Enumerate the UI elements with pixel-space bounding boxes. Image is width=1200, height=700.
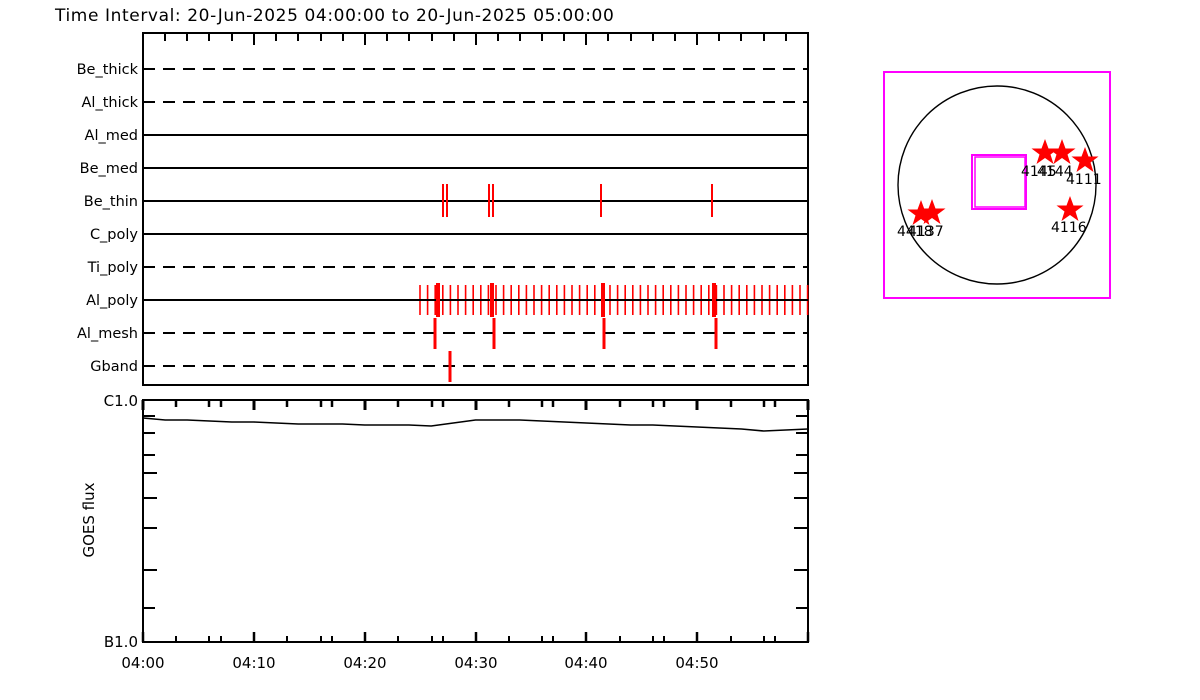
ar-star-4144: [1048, 139, 1076, 164]
row-label-al-thick: Al_thick: [82, 95, 139, 111]
flux-left-minor-ticks: [143, 415, 157, 609]
timeline-row-be-med: Be_med: [80, 161, 808, 177]
sun-panel-frame: [883, 71, 1111, 299]
ar-star-4111: [1071, 147, 1099, 172]
xtick-label-5: 04:50: [675, 654, 718, 672]
flux-xtick-labels: 04:00 04:10 04:20 04:30 04:40 04:50: [121, 654, 718, 672]
timeline-row-al-poly: Al_poly: [86, 283, 809, 317]
active-region-markers: [907, 139, 1099, 225]
flux-panel-frame: [142, 399, 809, 643]
xtick-label-4: 04:40: [564, 654, 607, 672]
ar-label-4418: 4418: [897, 224, 933, 240]
flux-top-label: C1.0: [104, 392, 138, 410]
ar-star-4116: [1056, 196, 1084, 221]
row-label-be-med: Be_med: [80, 161, 138, 177]
event-marks-al-poly-bold: [436, 283, 716, 317]
solar-disk-panel: 4145 4144 4111 4116 4418 4137: [883, 71, 1111, 299]
flux-bottom-label: B1.0: [104, 633, 138, 651]
page-title: Time Interval: 20-Jun-2025 04:00:00 to 2…: [54, 6, 614, 26]
xtick-label-2: 04:20: [343, 654, 386, 672]
xtick-label-3: 04:30: [454, 654, 497, 672]
ar-star-4137: [918, 199, 946, 224]
flux-axis-title: GOES flux: [80, 482, 98, 557]
ar-star-4418: [907, 200, 935, 225]
active-region-labels: 4145 4144 4111 4116 4418 4137: [897, 164, 1102, 240]
row-label-gband: Gband: [90, 359, 138, 375]
solar-limb-circle: [897, 85, 1097, 285]
row-label-al-mesh: Al_mesh: [77, 326, 138, 342]
fov-box-inner: [974, 156, 1026, 208]
goes-flux-curve: [142, 417, 809, 432]
row-label-c-poly: C_poly: [90, 227, 138, 243]
row-label-ti-poly: Ti_poly: [87, 260, 139, 276]
row-label-be-thin: Be_thin: [84, 194, 138, 210]
timeline-row-be-thin: Be_thin: [84, 184, 808, 217]
timeline-row-al-thick: Al_thick: [82, 95, 808, 111]
goes-flux-panel: GOES flux C1.0 B1.0: [80, 392, 810, 672]
flux-bottom-ticks: [141, 632, 810, 642]
ar-label-4144: 4144: [1037, 164, 1073, 180]
timeline-row-al-mesh: Al_mesh: [77, 318, 808, 349]
event-marks-be-thin: [442, 184, 713, 217]
ar-star-4145: [1031, 139, 1059, 164]
row-label-be-thick: Be_thick: [77, 62, 139, 78]
xtick-label-1: 04:10: [232, 654, 275, 672]
timeline-row-be-thick: Be_thick: [77, 62, 808, 78]
flux-right-minor-ticks: [794, 415, 808, 609]
flux-bottom-minor-ticks: [175, 636, 776, 642]
timeline-row-c-poly: C_poly: [90, 227, 808, 243]
fov-box-outer: [971, 154, 1027, 210]
ar-label-4111: 4111: [1066, 172, 1102, 188]
timeline-top-ticks: [142, 33, 809, 45]
timeline-row-gband: Gband: [90, 351, 808, 382]
row-label-al-med: Al_med: [85, 128, 138, 144]
ar-label-4116: 4116: [1051, 220, 1087, 236]
row-label-al-poly: Al_poly: [86, 293, 138, 309]
timeline-row-al-med: Al_med: [85, 128, 808, 144]
event-marks-al-mesh: [433, 318, 718, 349]
xtick-label-0: 04:00: [121, 654, 164, 672]
flux-top-minor-ticks: [174, 400, 777, 407]
ar-label-4137: 4137: [908, 224, 944, 240]
filter-timeline-panel: Be_thick Al_thick Al_med Be_med Be_thin: [77, 32, 809, 386]
timeline-row-ti-poly: Ti_poly: [87, 260, 808, 276]
flux-top-ticks: [141, 400, 810, 410]
ar-label-4145: 4145: [1021, 164, 1057, 180]
